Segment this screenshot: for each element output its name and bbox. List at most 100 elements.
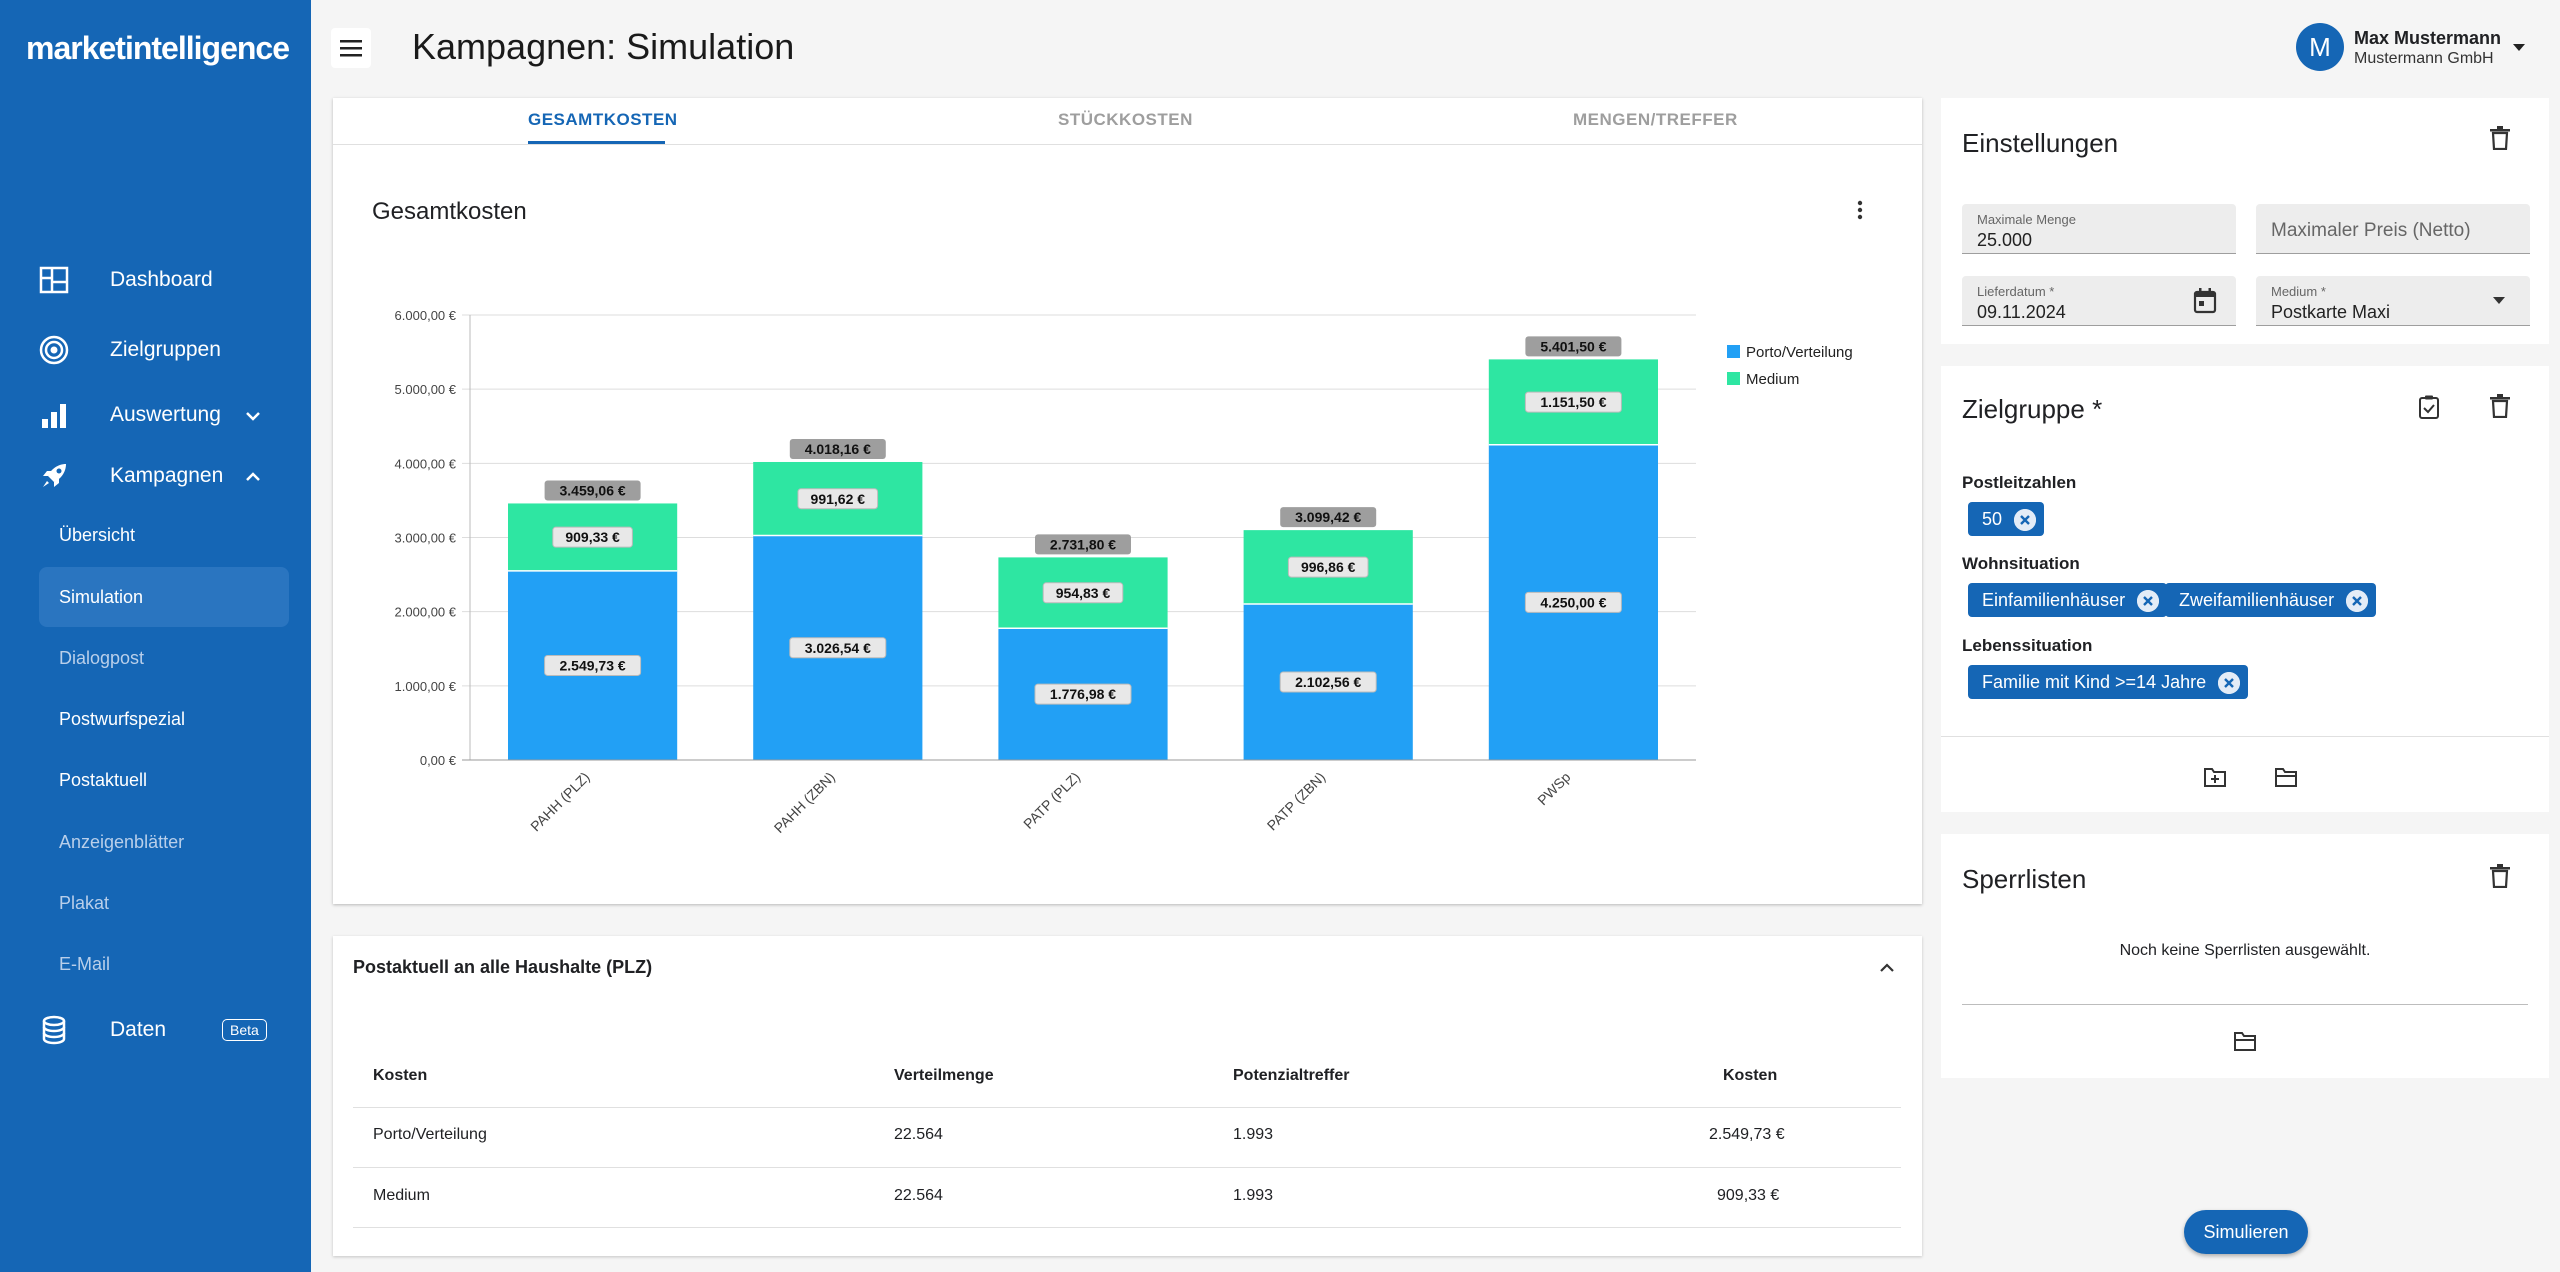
col-header-verteilmenge: Verteilmenge (894, 1067, 994, 1084)
data-label-bg (1279, 671, 1377, 693)
max-preis-field[interactable]: Maximaler Preis (Netto) (2256, 204, 2530, 254)
data-label-bg (797, 488, 879, 510)
data-label-bg (1034, 683, 1132, 705)
chip-wohn-1[interactable]: Einfamilienhäuser (1968, 583, 2168, 617)
legend-swatch (1727, 372, 1740, 385)
dashboard-icon (39, 266, 69, 294)
y-tick-label: 2.000,00 € (395, 605, 457, 620)
legend-label: Porto/Verteilung (1746, 344, 1853, 361)
trash-icon[interactable] (2489, 126, 2511, 150)
data-label: 1.776,98 € (1050, 686, 1116, 702)
nav-sub-dialogpost[interactable]: Dialogpost (59, 647, 145, 668)
y-tick-label: 6.000,00 € (395, 308, 457, 323)
medium-select[interactable]: Medium * Postkarte Maxi (2256, 276, 2530, 326)
chip-label: Einfamilienhäuser (1982, 589, 2126, 610)
hamburger-icon (340, 40, 362, 57)
folder-open-icon[interactable] (2274, 766, 2298, 788)
tab-indicator (528, 141, 665, 144)
bar-chart-icon (42, 404, 66, 428)
nav-kampagnen[interactable]: Kampagnen (0, 445, 311, 507)
total-label: 3.099,42 € (1295, 509, 1361, 525)
x-tick-label: PATP (PLZ) (1020, 769, 1083, 832)
table-cell: 1.993 (1233, 1187, 1274, 1204)
sperrlisten-panel: Sperrlisten Noch keine Sperrlisten ausge… (1941, 834, 2549, 1078)
chip-label: Zweifamilienhäuser (2179, 589, 2335, 610)
nav-zielgruppen[interactable]: Zielgruppen (0, 319, 311, 381)
wohn-label: Wohnsituation (1962, 554, 2080, 573)
data-label: 996,86 € (1301, 559, 1356, 575)
total-label-bg (544, 480, 641, 501)
data-label: 1.151,50 € (1540, 394, 1606, 410)
y-tick-label: 4.000,00 € (395, 456, 457, 471)
chip-leben[interactable]: Familie mit Kind >=14 Jahre (1968, 665, 2249, 699)
avatar[interactable]: M (2296, 23, 2344, 71)
legend-label: Medium (1746, 371, 1799, 388)
chart-title: Gesamtkosten (372, 198, 527, 225)
tab-stueckkosten[interactable]: STÜCKKOSTEN (1058, 110, 1193, 129)
nav-dashboard[interactable]: Dashboard (0, 249, 311, 311)
more-vert-icon[interactable] (1848, 198, 1872, 222)
y-tick-label: 1.000,00 € (395, 679, 457, 694)
x-tick-label: PAHH (ZBN) (771, 769, 838, 836)
close-icon[interactable] (2218, 672, 2241, 694)
x-tick-label: PWSp (1534, 769, 1574, 809)
total-label: 3.459,06 € (560, 482, 626, 498)
caret-down-icon[interactable] (2511, 42, 2527, 52)
tab-mengen-treffer[interactable]: MENGEN/TREFFER (1573, 110, 1738, 129)
plz-label: Postleitzahlen (1962, 473, 2077, 492)
chevron-up-icon (246, 472, 260, 481)
table-row-label: Medium (373, 1187, 430, 1204)
max-menge-value: 25.000 (1977, 230, 2033, 250)
dropdown-arrow-icon (2493, 297, 2505, 304)
x-tick-label: PAHH (PLZ) (527, 769, 593, 835)
nav-sub-email[interactable]: E-Mail (59, 953, 111, 974)
medium-label: Medium * (2271, 284, 2326, 299)
max-menge-field[interactable]: Maximale Menge 25.000 (1962, 204, 2236, 254)
nav-sub-anzeigenblaetter[interactable]: Anzeigenblätter (59, 831, 185, 852)
folder-add-icon[interactable] (2203, 766, 2227, 788)
close-icon[interactable] (2137, 590, 2160, 612)
data-label: 954,83 € (1056, 585, 1111, 601)
close-icon[interactable] (2014, 509, 2037, 531)
data-label: 2.549,73 € (560, 657, 626, 673)
trash-icon[interactable] (2489, 394, 2511, 418)
close-icon[interactable] (2346, 590, 2369, 612)
nav-sub-postwurfspezial[interactable]: Postwurfspezial (59, 708, 186, 729)
nav-daten[interactable]: Daten Beta (0, 999, 311, 1061)
nav-sub-postaktuell[interactable]: Postaktuell (59, 769, 148, 790)
col-header-kosten: Kosten (373, 1067, 428, 1084)
calendar-icon[interactable] (2193, 288, 2217, 314)
nav-auswertung[interactable]: Auswertung (0, 384, 311, 446)
trash-icon[interactable] (2489, 864, 2511, 888)
clipboard-check-icon[interactable] (2418, 395, 2440, 419)
nav-sub-simulation[interactable]: Simulation (39, 567, 289, 627)
user-org: Mustermann GmbH (2354, 50, 2494, 67)
nav-sub-uebersicht[interactable]: Übersicht (59, 524, 136, 545)
total-label-bg (1035, 534, 1131, 555)
table-cell: 1.993 (1233, 1126, 1274, 1143)
chip-plz[interactable]: 50 (1968, 502, 2045, 536)
data-label-bg (1042, 582, 1124, 604)
settings-title: Einstellungen (1962, 128, 2119, 158)
database-icon (42, 1015, 66, 1045)
row-divider (353, 1167, 1901, 1168)
nav-kampagnen-label: Kampagnen (110, 464, 224, 487)
menu-button[interactable] (331, 28, 371, 68)
total-label: 5.401,50 € (1540, 338, 1606, 354)
data-label-bg (1287, 556, 1369, 578)
chevron-up-icon[interactable] (1877, 958, 1897, 978)
settings-panel: Einstellungen Maximale Menge 25.000 Maxi… (1941, 98, 2549, 344)
simulate-button[interactable]: Simulieren (2184, 1210, 2308, 1254)
user-name[interactable]: Max Mustermann (2354, 28, 2502, 48)
data-label-bg (552, 526, 633, 548)
data-label: 2.102,56 € (1295, 674, 1361, 690)
tab-gesamtkosten[interactable]: GESAMTKOSTEN (528, 110, 678, 129)
chip-wohn-2[interactable]: Zweifamilienhäuser (2165, 583, 2377, 617)
nav-zielgruppen-label: Zielgruppen (110, 338, 221, 361)
y-tick-label: 0,00 € (420, 753, 457, 768)
data-label: 3.026,54 € (805, 640, 871, 656)
panel-divider (1962, 1004, 2528, 1005)
lieferdatum-field[interactable]: Lieferdatum * 09.11.2024 (1962, 276, 2236, 326)
nav-sub-plakat[interactable]: Plakat (59, 892, 110, 913)
folder-open-icon[interactable] (2233, 1030, 2257, 1052)
